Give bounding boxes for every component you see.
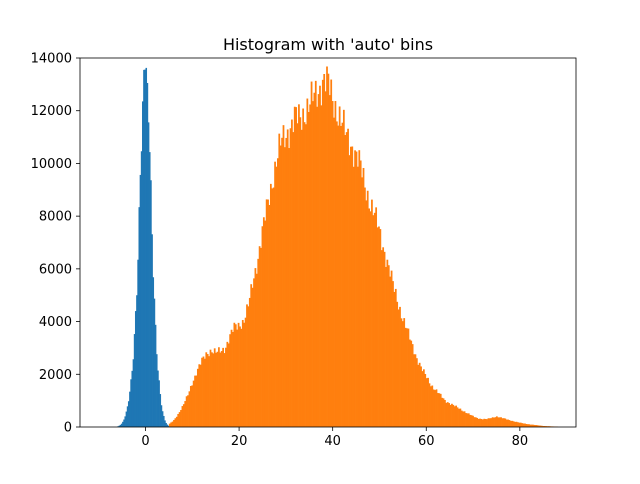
y-tick-label: 14000 (31, 52, 72, 67)
y-tick-label: 0 (64, 421, 72, 436)
y-tick-label: 8000 (39, 210, 72, 225)
y-tick-label: 6000 (39, 262, 72, 277)
x-tick-label: 20 (231, 434, 248, 449)
x-tick-label: 60 (418, 434, 435, 449)
chart-title: Histogram with 'auto' bins (223, 35, 433, 54)
y-tick-label: 4000 (39, 315, 72, 330)
y-tick-label: 10000 (31, 157, 72, 172)
x-tick-label: 80 (512, 434, 529, 449)
y-tick-label: 2000 (39, 368, 72, 383)
x-tick-label: 0 (141, 434, 149, 449)
x-tick-label: 40 (324, 434, 341, 449)
y-tick-label: 12000 (31, 104, 72, 119)
